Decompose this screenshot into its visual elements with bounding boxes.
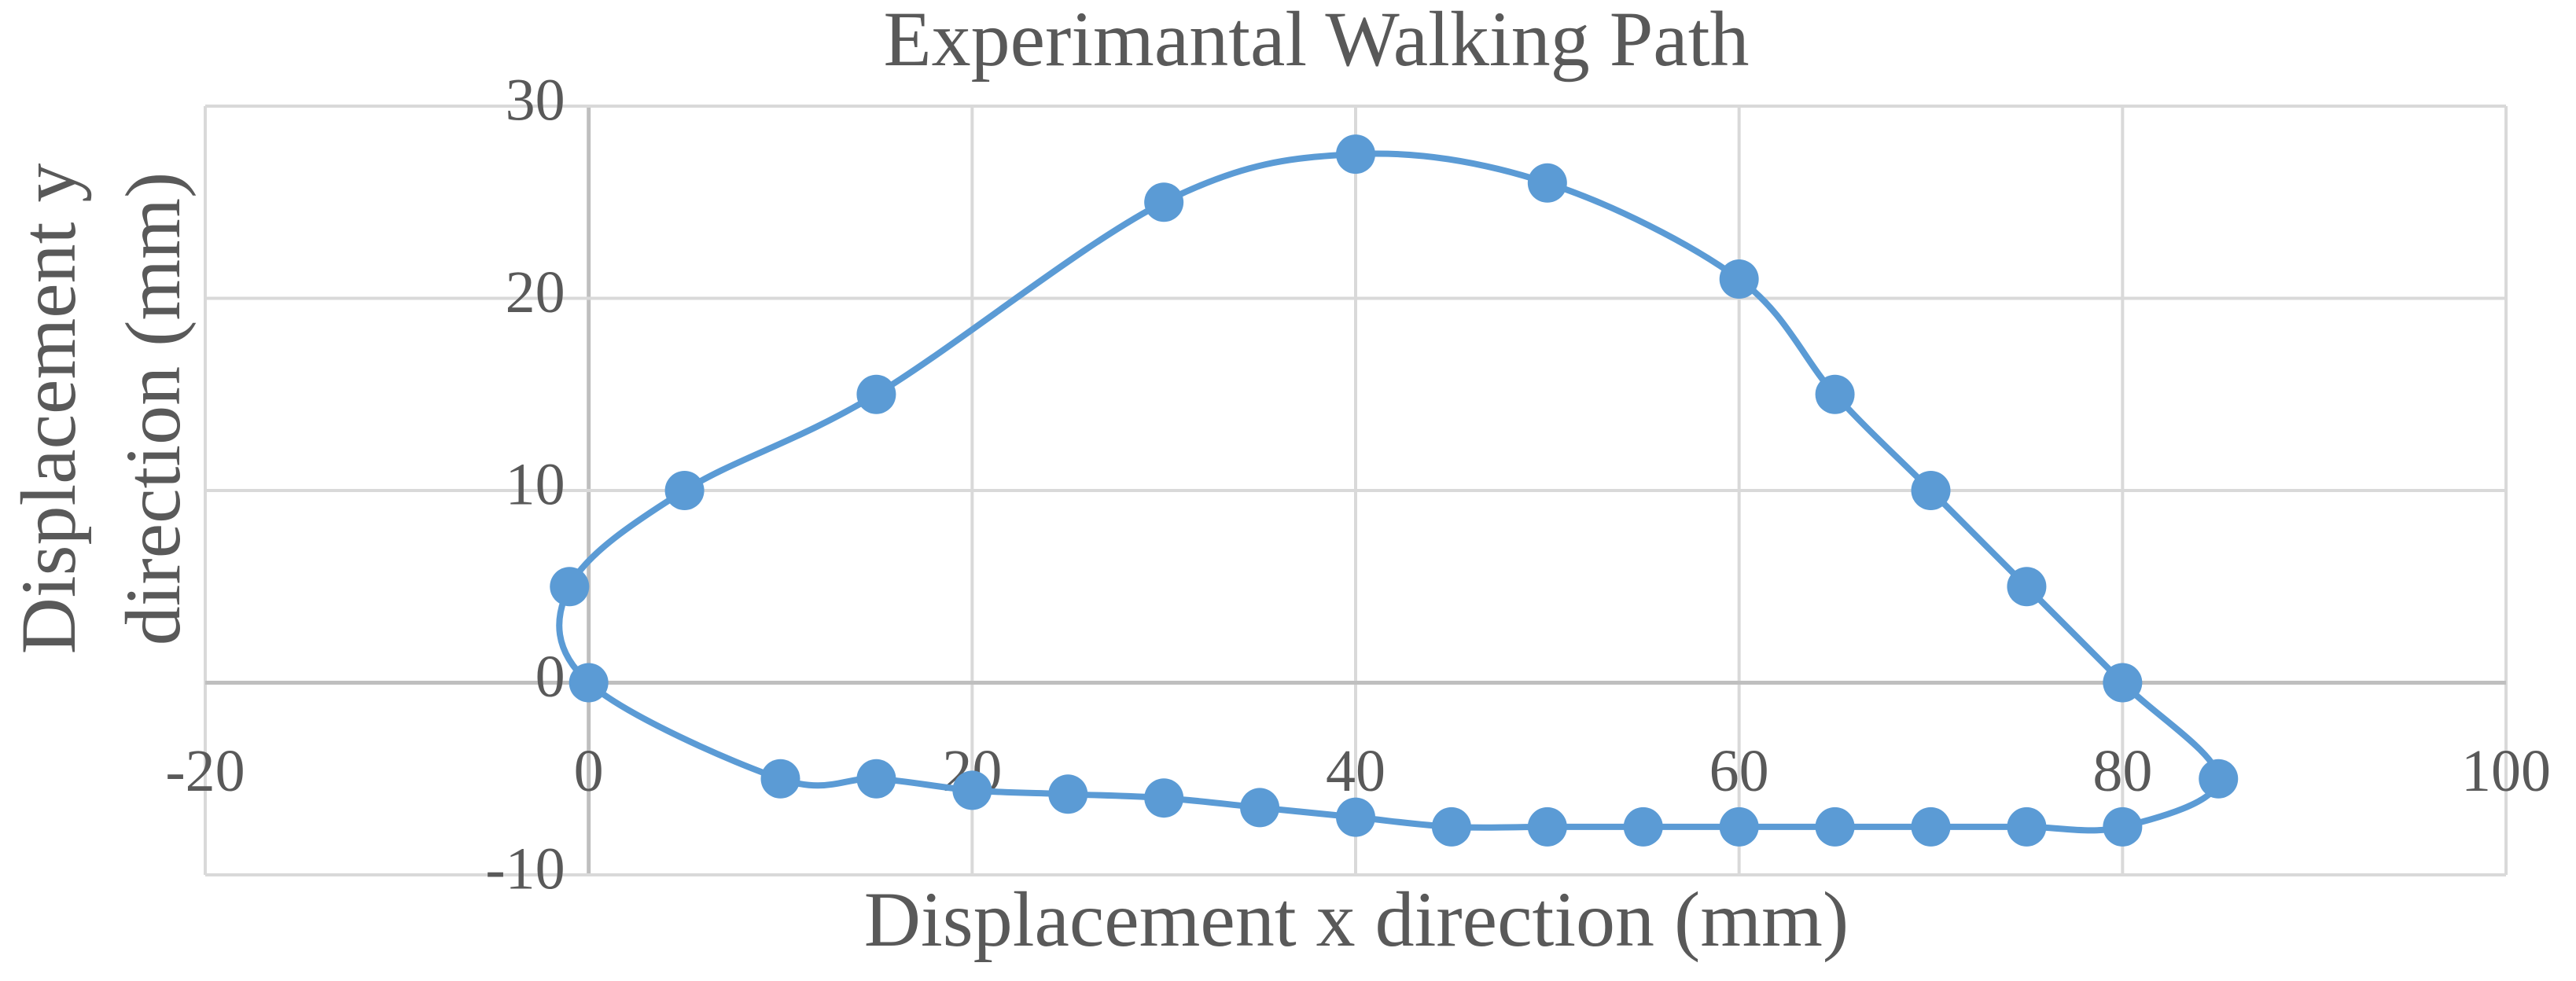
data-point xyxy=(1719,259,1759,299)
data-point xyxy=(550,567,590,607)
data-point xyxy=(1144,182,1184,222)
data-point xyxy=(569,663,609,703)
y-axis-label: Displacement y xyxy=(5,164,92,655)
y-tick-label: 0 xyxy=(535,644,565,710)
data-point xyxy=(1815,806,1855,847)
data-point xyxy=(760,759,800,799)
y-tick-label: 20 xyxy=(506,259,565,325)
data-point xyxy=(1527,163,1567,203)
data-point xyxy=(2007,806,2047,847)
x-tick-label: 0 xyxy=(574,738,604,804)
data-point xyxy=(664,471,705,510)
y-tick-label: 30 xyxy=(506,67,565,133)
x-tick-label: 100 xyxy=(2461,738,2551,804)
data-point xyxy=(1719,806,1759,847)
data-point xyxy=(1911,806,1951,847)
data-point xyxy=(2007,567,2047,607)
data-point xyxy=(2103,663,2143,703)
data-point xyxy=(1431,806,1471,847)
chart-title: Experimantal Walking Path xyxy=(884,0,1750,83)
data-point xyxy=(1048,774,1088,814)
data-point xyxy=(856,374,896,414)
data-point xyxy=(952,770,992,810)
y-tick-label: 10 xyxy=(506,451,565,517)
y-axis-label: direction (mm) xyxy=(109,172,197,646)
data-point xyxy=(2103,806,2143,847)
data-point xyxy=(1815,374,1855,414)
data-point xyxy=(1240,788,1280,828)
x-axis-label: Displacement x direction (mm) xyxy=(864,876,1849,963)
data-point xyxy=(2199,759,2239,799)
data-point xyxy=(856,759,896,799)
x-tick-label: -20 xyxy=(165,738,245,804)
data-point xyxy=(1911,471,1951,510)
x-tick-label: 40 xyxy=(1326,738,1386,804)
y-tick-label: -10 xyxy=(485,836,565,902)
data-point xyxy=(1336,134,1375,175)
data-point xyxy=(1623,806,1663,847)
data-point xyxy=(1144,778,1184,818)
data-point xyxy=(1336,797,1375,837)
x-tick-label: 60 xyxy=(1709,738,1769,804)
x-tick-label: 80 xyxy=(2092,738,2152,804)
data-point xyxy=(1527,806,1567,847)
